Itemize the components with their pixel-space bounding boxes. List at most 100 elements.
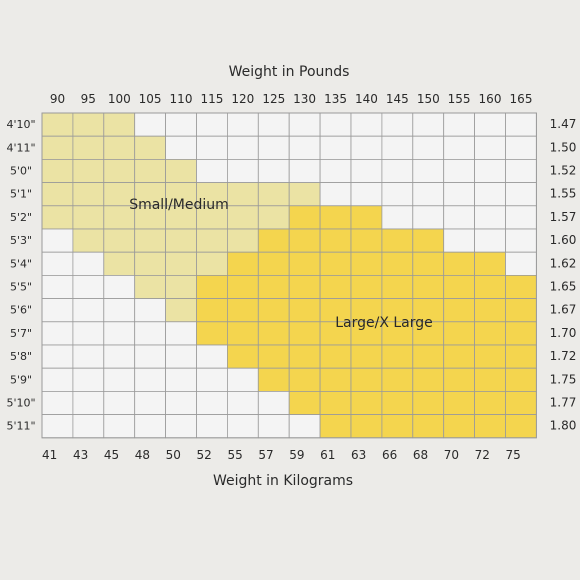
grid-cell-r4-c11 (381, 205, 414, 230)
grid-cell-r3-c13 (443, 182, 476, 207)
grid-cell-r7-c8 (288, 274, 321, 299)
grid-cell-r10-c4 (165, 344, 197, 369)
kilogram-tick-labels: 41 43 45 48 50 52 55 57 59 61 63 66 68 70 72 75 (42, 448, 521, 462)
kilogram-tick-label: 59 (289, 448, 304, 462)
grid-cell-r7-c11 (381, 274, 414, 299)
grid-cell-r7-c9 (319, 274, 352, 299)
region-label-large-xlarge: Large/X Large (335, 315, 433, 331)
grid-cell-r3-c6 (226, 182, 259, 207)
height-meter-tick-label: 1.67 (550, 303, 577, 317)
grid-cell-r9-c2 (103, 321, 136, 346)
grid-cell-r0-c15 (505, 112, 537, 137)
height-meter-tick-label: 1.70 (550, 326, 577, 340)
grid-cell-r9-c4 (165, 321, 197, 346)
grid-cell-r11-c10 (350, 367, 383, 392)
grid-cell-r1-c14 (474, 135, 506, 160)
grid-cell-r11-c8 (288, 367, 321, 392)
pound-tick-label: 105 (139, 92, 162, 106)
grid-cell-r11-c3 (134, 367, 166, 392)
grid-cell-r12-c14 (474, 390, 506, 415)
grid-cell-r12-c2 (103, 390, 136, 415)
grid-cell-r4-c10 (350, 205, 383, 230)
grid-cell-r7-c6 (226, 274, 259, 299)
pound-tick-label: 160 (479, 92, 502, 106)
grid-cell-r5-c3 (134, 228, 166, 253)
grid-cell-r11-c5 (196, 367, 228, 392)
pound-tick-label: 95 (81, 92, 96, 106)
grid-cell-r0-c5 (196, 112, 228, 137)
grid-cell-r6-c6 (226, 251, 259, 276)
kilogram-tick-label: 48 (135, 448, 150, 462)
grid-cell-r2-c5 (196, 158, 228, 183)
grid-cell-r1-c3 (134, 135, 166, 160)
grid-cell-r0-c10 (350, 112, 383, 137)
grid-cell-r12-c8 (288, 390, 321, 415)
grid-cell-r3-c7 (257, 182, 290, 207)
height-meter-tick-label: 1.72 (550, 349, 577, 363)
height-feet-tick-labels: 4'10" 4'11" 5'0" 5'1" 5'2" 5'3" 5'4" 5'5" 5'6" 5'… (6, 118, 35, 433)
height-feet-tick-label: 4'10" (6, 118, 35, 131)
grid-cell-r10-c2 (103, 344, 136, 369)
height-feet-tick-label: 5'6" (10, 304, 32, 317)
grid-cell-r2-c12 (412, 158, 445, 183)
height-feet-tick-label: 5'7" (10, 327, 32, 340)
grid-cell-r0-c11 (381, 112, 414, 137)
grid-cell-r4-c8 (288, 205, 321, 230)
grid-cell-r1-c5 (196, 135, 228, 160)
grid-cell-r6-c12 (412, 251, 445, 276)
grid-cell-r13-c4 (165, 414, 197, 439)
grid-cell-r8-c8 (288, 298, 321, 323)
grid-cell-r9-c15 (505, 321, 537, 346)
kilogram-tick-label: 43 (73, 448, 88, 462)
height-meter-tick-label: 1.80 (550, 419, 577, 433)
pound-tick-label: 135 (324, 92, 347, 106)
grid-cell-r8-c15 (505, 298, 537, 323)
height-meter-tick-label: 1.60 (550, 233, 577, 247)
grid-cell-r1-c7 (257, 135, 290, 160)
grid-cell-r9-c8 (288, 321, 321, 346)
grid-cell-r7-c5 (196, 274, 228, 299)
grid-cell-r3-c1 (72, 182, 105, 207)
height-meter-tick-label: 1.65 (550, 280, 577, 294)
kilogram-tick-label: 72 (475, 448, 490, 462)
grid-cell-r0-c9 (319, 112, 352, 137)
pound-tick-label: 155 (448, 92, 471, 106)
grid-cell-r6-c7 (257, 251, 290, 276)
grid-cell-r5-c11 (381, 228, 414, 253)
grid-cell-r6-c5 (196, 251, 228, 276)
grid-cell-r2-c0 (41, 158, 74, 183)
height-feet-tick-label: 5'5" (10, 281, 32, 294)
grid-cell-r0-c13 (443, 112, 476, 137)
grid-cell-r2-c11 (381, 158, 414, 183)
grid-cell-r7-c14 (474, 274, 506, 299)
grid-cell-r7-c12 (412, 274, 445, 299)
grid-cell-r10-c11 (381, 344, 414, 369)
height-meter-tick-label: 1.62 (550, 256, 577, 270)
grid-cell-r5-c9 (319, 228, 352, 253)
grid-cell-r0-c2 (103, 112, 136, 137)
height-feet-tick-label: 5'4" (10, 257, 32, 270)
grid-cell-r7-c10 (350, 274, 383, 299)
grid-cell-r13-c7 (257, 414, 290, 439)
grid-cell-r9-c1 (72, 321, 105, 346)
pound-tick-label: 125 (262, 92, 285, 106)
grid-cell-r6-c3 (134, 251, 166, 276)
grid-cell-r11-c6 (226, 367, 259, 392)
grid-cell-r0-c3 (134, 112, 166, 137)
grid-cell-r11-c4 (165, 367, 197, 392)
grid-cell-r4-c12 (412, 205, 445, 230)
grid-cell-r5-c5 (196, 228, 228, 253)
grid-cell-r1-c8 (288, 135, 321, 160)
height-meter-tick-label: 1.47 (550, 117, 577, 131)
pound-tick-label: 145 (386, 92, 409, 106)
grid-cell-r8-c5 (196, 298, 228, 323)
kilogram-tick-label: 50 (166, 448, 181, 462)
grid-cell-r3-c12 (412, 182, 445, 207)
grid-cell-r13-c5 (196, 414, 228, 439)
grid-cell-r12-c6 (226, 390, 259, 415)
grid-cell-r5-c6 (226, 228, 259, 253)
height-meter-tick-label: 1.57 (550, 210, 577, 224)
grid-cell-r1-c1 (72, 135, 105, 160)
pound-tick-label: 90 (50, 92, 65, 106)
grid-cell-r10-c13 (443, 344, 476, 369)
